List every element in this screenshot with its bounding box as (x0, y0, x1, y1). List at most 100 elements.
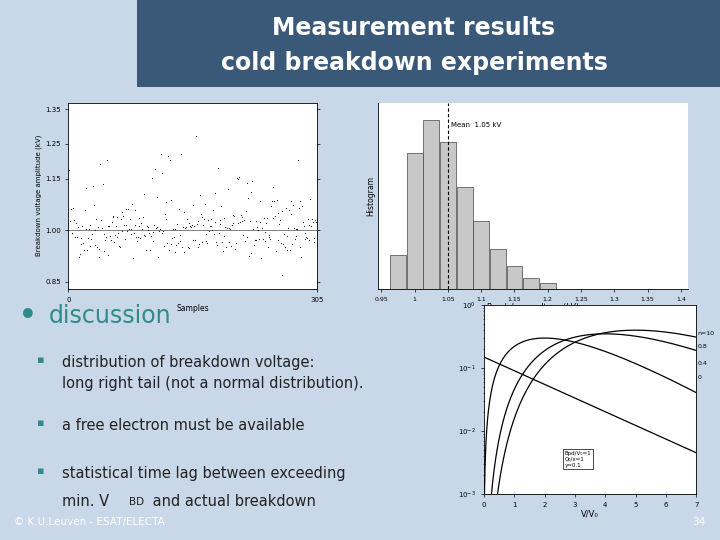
Point (150, 224, 161, 232)
Point (73, 252, 85, 261)
Point (177, 223, 189, 232)
Point (161, 239, 173, 247)
Point (219, 214, 230, 223)
Point (99, 246, 110, 255)
Point (63, 219, 74, 228)
Point (115, 215, 127, 224)
Point (65, 205, 76, 213)
Point (123, 224, 135, 233)
Point (133, 213, 145, 222)
Text: a free electron must be available: a free electron must be available (63, 418, 305, 433)
Point (222, 185, 233, 194)
Point (215, 219, 226, 228)
Point (261, 219, 272, 227)
Point (79, 206, 91, 214)
Point (165, 195, 176, 204)
Point (180, 222, 192, 231)
Point (242, 178, 253, 187)
Point (176, 243, 188, 252)
Point (176, 150, 187, 158)
Point (94, 160, 106, 168)
Point (204, 222, 216, 231)
Point (117, 212, 129, 221)
Point (135, 219, 147, 227)
Point (118, 221, 130, 230)
Point (170, 225, 181, 234)
Point (143, 226, 154, 234)
Point (243, 252, 255, 260)
Point (210, 217, 221, 226)
Point (107, 212, 118, 220)
Point (181, 215, 193, 224)
Point (132, 233, 143, 241)
Point (297, 218, 309, 226)
Point (184, 219, 195, 227)
Point (89, 240, 101, 249)
Point (287, 201, 299, 210)
Point (103, 250, 114, 259)
Point (166, 234, 178, 242)
Point (225, 242, 237, 251)
Point (71, 232, 82, 241)
Bar (523, 278, 539, 289)
Point (157, 169, 168, 178)
Point (174, 231, 186, 239)
Point (146, 174, 158, 183)
Point (277, 240, 289, 249)
Point (224, 224, 235, 232)
Point (121, 205, 132, 213)
Point (286, 197, 297, 205)
Point (265, 201, 276, 210)
Point (110, 221, 122, 230)
Bar (423, 119, 439, 289)
Point (128, 229, 140, 238)
Point (225, 225, 236, 234)
Point (68, 204, 79, 213)
Point (269, 212, 281, 220)
Point (95, 216, 107, 225)
Point (94, 244, 105, 253)
Point (252, 225, 264, 234)
Text: •: • (19, 302, 37, 330)
Point (299, 234, 310, 243)
Point (304, 235, 315, 244)
Point (169, 247, 181, 256)
Point (130, 233, 142, 242)
Point (272, 208, 284, 217)
Point (207, 226, 218, 234)
Point (106, 218, 117, 226)
Point (76, 240, 87, 248)
Point (186, 235, 198, 244)
Point (261, 214, 273, 222)
Point (230, 239, 242, 247)
Point (208, 230, 220, 238)
Point (173, 205, 184, 213)
Point (200, 230, 212, 238)
Bar (390, 255, 406, 289)
Point (210, 238, 222, 246)
Point (77, 239, 89, 247)
Point (109, 230, 121, 239)
Point (209, 188, 220, 197)
Point (220, 223, 231, 232)
Point (291, 231, 302, 240)
Point (107, 213, 119, 222)
Point (264, 233, 275, 241)
Point (171, 241, 182, 249)
Point (307, 217, 318, 226)
Text: Mean  1.05 kV: Mean 1.05 kV (451, 123, 502, 129)
Point (141, 222, 153, 231)
Point (64, 217, 76, 226)
Point (153, 226, 165, 235)
Point (66, 229, 78, 238)
Point (282, 224, 294, 233)
Text: statistical time lag between exceeding: statistical time lag between exceeding (63, 467, 346, 481)
Point (184, 222, 196, 231)
Point (258, 214, 269, 223)
Point (69, 232, 81, 241)
Point (257, 235, 269, 244)
Point (147, 237, 158, 246)
Point (102, 221, 113, 230)
Point (71, 232, 83, 241)
Text: BD: BD (130, 497, 145, 507)
